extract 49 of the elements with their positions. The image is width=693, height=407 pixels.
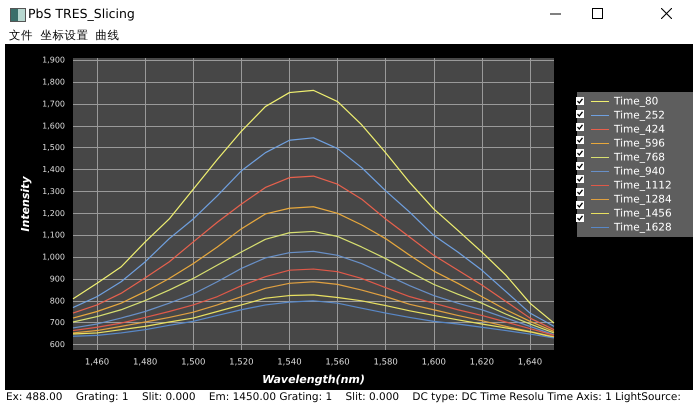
legend-label: Time_596 — [613, 138, 666, 150]
x-tick-label: 1,580 — [373, 358, 398, 368]
text: Ex: 488.00 Grating: 1 Slit: 0.000 Em: 1450.00 Grating: 1 Slit: 0.000 DC type: DC Time Resolu Time Axis: 1 LightSource: — [6, 391, 682, 403]
legend-label: Time_1284 — [613, 194, 672, 206]
y-tick-label: 1,600 — [42, 121, 65, 130]
x-axis-title: Wavelength(nm) — [262, 373, 365, 386]
x-tick-label: 1,500 — [181, 358, 206, 368]
legend-label: Time_1628 — [613, 222, 672, 234]
legend-label: Time_940 — [613, 166, 665, 178]
legend-label: Time_1456 — [613, 208, 672, 220]
y-tick-label: 1,200 — [42, 208, 65, 218]
y-tick-label: 1,100 — [42, 230, 65, 240]
y-tick-label: 1,300 — [42, 186, 65, 196]
legend-label: Time_1112 — [613, 180, 672, 192]
text: 文件 坐标设置 曲线 — [9, 28, 120, 43]
line-series — [72, 300, 555, 339]
line-series — [72, 281, 555, 338]
y-tick-label: 1,800 — [42, 78, 65, 87]
x-tick-label: 1,620 — [470, 358, 494, 368]
x-tick-label: 1,600 — [422, 358, 446, 368]
line-series — [72, 294, 555, 338]
y-tick-label: 700 — [50, 318, 65, 328]
y-tick-label: 1,500 — [42, 143, 65, 152]
y-tick-label: 600 — [50, 340, 65, 350]
line-series — [72, 250, 555, 336]
y-tick-label: 1,000 — [42, 252, 65, 262]
y-tick-label: 1,400 — [42, 165, 65, 174]
x-tick-label: 1,460 — [84, 358, 110, 368]
x-tick-label: 1,640 — [518, 358, 542, 368]
chart-title: PbS TRES_Slicing — [28, 6, 135, 21]
legend-label: Time_252 — [613, 110, 665, 122]
legend-label: Time_768 — [613, 152, 665, 164]
x-tick-label: 1,560 — [325, 358, 350, 368]
x-tick-label: 1,480 — [132, 358, 158, 368]
x-tick-label: 1,540 — [277, 358, 302, 368]
line-series — [72, 90, 555, 324]
y-tick-label: 1,900 — [42, 56, 65, 65]
y-tick-label: 800 — [50, 296, 65, 306]
legend-label: Time_424 — [613, 124, 666, 136]
x-tick-label: 1,520 — [229, 358, 254, 368]
y-tick-label: 1,700 — [42, 99, 65, 108]
y-tick-label: 900 — [50, 274, 65, 284]
legend-label: Time_80 — [613, 96, 658, 108]
line-series — [72, 230, 555, 334]
line-series — [72, 137, 555, 327]
line-series — [72, 176, 555, 330]
line-series — [72, 268, 555, 336]
y-axis-title: Intensity — [19, 176, 32, 232]
line-series — [72, 206, 555, 332]
